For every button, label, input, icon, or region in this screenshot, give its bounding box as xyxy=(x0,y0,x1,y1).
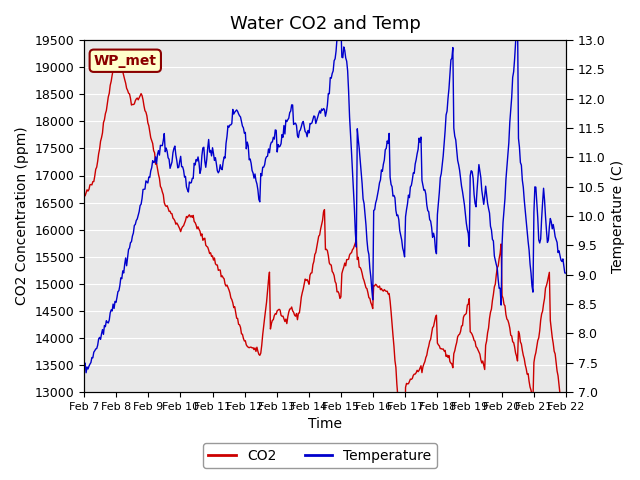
CO2 xyxy=(401,473,408,479)
CO2 xyxy=(477,357,484,362)
Temperature xyxy=(80,363,88,369)
CO2 xyxy=(342,263,349,269)
CO2 xyxy=(310,259,317,264)
Line: Temperature: Temperature xyxy=(84,12,566,373)
Temperature xyxy=(552,237,560,242)
Temperature xyxy=(342,55,349,61)
Temperature xyxy=(368,287,376,292)
Temperature xyxy=(476,168,484,174)
CO2 xyxy=(562,435,570,441)
X-axis label: Time: Time xyxy=(308,418,342,432)
Title: Water CO2 and Temp: Water CO2 and Temp xyxy=(230,15,420,33)
Temperature xyxy=(310,113,317,119)
Temperature xyxy=(83,370,90,376)
Text: WP_met: WP_met xyxy=(94,54,157,68)
CO2 xyxy=(113,49,121,55)
CO2 xyxy=(80,193,88,199)
Y-axis label: CO2 Concentration (ppm): CO2 Concentration (ppm) xyxy=(15,127,29,305)
CO2 xyxy=(313,244,321,250)
Temperature xyxy=(313,118,321,123)
Temperature xyxy=(514,9,522,14)
Legend: CO2, Temperature: CO2, Temperature xyxy=(203,443,437,468)
Line: CO2: CO2 xyxy=(84,52,566,476)
CO2 xyxy=(552,360,560,365)
Y-axis label: Temperature (C): Temperature (C) xyxy=(611,159,625,273)
Temperature xyxy=(562,270,570,276)
CO2 xyxy=(368,302,376,308)
